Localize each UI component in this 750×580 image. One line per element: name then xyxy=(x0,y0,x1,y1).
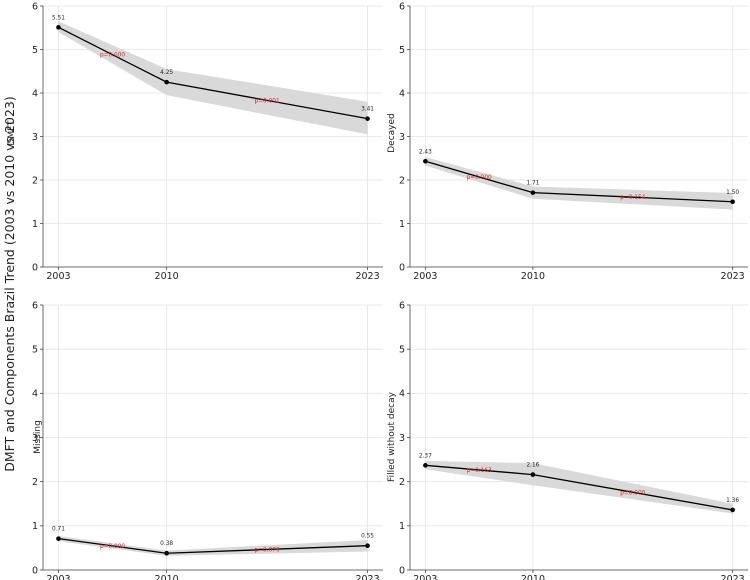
data-point xyxy=(423,463,428,468)
data-point-label: 0.55 xyxy=(361,534,374,540)
data-point-label: 1.36 xyxy=(726,498,739,504)
x-tick-label: 2023 xyxy=(355,271,379,282)
y-tick-label: 0 xyxy=(399,565,405,576)
confidence-band xyxy=(58,535,368,556)
data-point-label: 1.71 xyxy=(526,181,539,187)
y-tick-label: 0 xyxy=(399,262,405,273)
y-tick-label: 0 xyxy=(32,565,38,576)
p-value-label: p=0.154 xyxy=(620,195,645,201)
y-tick-label: 2 xyxy=(32,175,38,186)
data-point xyxy=(164,79,169,85)
x-tick-label: 2003 xyxy=(413,271,437,282)
x-tick-label: 2010 xyxy=(521,574,545,580)
p-value-label: p=0.076 xyxy=(255,547,280,553)
data-point-label: 2.37 xyxy=(419,453,432,459)
figure-suptitle-ylabel: DMFT and Components Brazil Trend (2003 v… xyxy=(2,96,17,471)
y-tick-label: 3 xyxy=(399,132,405,143)
ylabel-filled-without-decay: Filled without decay xyxy=(387,391,397,482)
data-point xyxy=(365,116,370,121)
x-tick-label: 2023 xyxy=(721,271,745,282)
ylabel-decayed: Decayed xyxy=(387,113,397,153)
confidence-band xyxy=(425,156,733,210)
y-tick-label: 6 xyxy=(32,300,38,311)
data-point xyxy=(730,507,735,513)
p-value-label: p=0.163 xyxy=(467,468,492,474)
p-value-label: p=0.000 xyxy=(620,490,645,496)
data-point xyxy=(164,550,169,556)
x-tick-label: 2010 xyxy=(521,271,545,282)
y-tick-label: 1 xyxy=(399,219,405,230)
p-value-label: p=0.000 xyxy=(100,53,125,59)
data-point xyxy=(56,536,61,541)
panel-decayed: Decayed 0 1 2 3 4 5 6 2003 2010 2023 2.43 1.71 1.50 p… xyxy=(387,1,748,282)
data-point xyxy=(530,472,536,477)
x-tick-label: 2010 xyxy=(155,271,179,282)
x-tick-label: 2010 xyxy=(155,574,179,580)
x-tick-label: 2003 xyxy=(46,574,70,580)
x-tick-label: 2003 xyxy=(46,271,70,282)
x-tick-label: 2003 xyxy=(413,574,437,580)
y-tick-label: 5 xyxy=(399,344,405,355)
data-point xyxy=(365,543,370,549)
y-tick-label: 2 xyxy=(399,477,405,488)
y-tick-label: 4 xyxy=(399,389,405,400)
data-point-label: 5.51 xyxy=(52,15,65,21)
data-point-label: 0.71 xyxy=(52,527,65,533)
y-tick-label: 6 xyxy=(399,1,405,12)
y-tick-label: 5 xyxy=(399,45,405,56)
data-point-label: 0.38 xyxy=(160,541,173,547)
y-tick-label: 1 xyxy=(32,521,38,532)
y-tick-label: 4 xyxy=(399,88,405,99)
y-tick-label: 5 xyxy=(32,45,38,56)
p-value-label: p=0.000 xyxy=(100,544,125,550)
y-tick-label: 2 xyxy=(32,477,38,488)
x-tick-label: 2023 xyxy=(355,574,379,580)
panel-missing: Missing 0 1 2 3 4 5 6 2003 2010 2023 0.71 0.38 0.55 p… xyxy=(32,300,383,580)
y-tick-label: 4 xyxy=(32,88,38,99)
panel-filled-without-decay: Filled without decay 0 1 2 3 4 5 6 2003 2010 2023… xyxy=(387,300,748,580)
y-tick-label: 2 xyxy=(399,175,405,186)
data-point-label: 1.50 xyxy=(726,190,739,196)
data-point xyxy=(530,190,536,195)
y-tick-label: 0 xyxy=(32,262,38,273)
data-point-label: 2.16 xyxy=(526,463,539,469)
y-tick-label: 3 xyxy=(32,433,38,444)
data-point-label: 4.25 xyxy=(160,70,173,76)
data-point xyxy=(423,158,428,164)
y-tick-label: 6 xyxy=(32,1,38,12)
ylabel-missing: Missing xyxy=(33,420,43,454)
confidence-band xyxy=(425,460,733,514)
y-tick-label: 1 xyxy=(32,219,38,230)
y-tick-label: 6 xyxy=(399,300,405,311)
confidence-band xyxy=(58,21,368,135)
ylabel-dmft: DMFT xyxy=(7,120,17,146)
data-point xyxy=(56,25,61,30)
p-value-label: p=0.001 xyxy=(255,98,280,104)
panel-dmft: DMFT 0 1 2 3 4 5 6 2003 2010 2023 5.51 4.25 3.41 p=0.… xyxy=(7,1,383,282)
data-point-label: 2.43 xyxy=(419,149,432,155)
data-point xyxy=(730,199,735,205)
y-tick-label: 4 xyxy=(32,389,38,400)
y-tick-label: 1 xyxy=(399,521,405,532)
x-tick-label: 2023 xyxy=(721,574,745,580)
y-tick-label: 5 xyxy=(32,344,38,355)
p-value-label: p=0.000 xyxy=(467,175,492,181)
y-tick-label: 3 xyxy=(399,433,405,444)
y-tick-label: 3 xyxy=(32,132,38,143)
data-point-label: 3.41 xyxy=(361,107,374,113)
